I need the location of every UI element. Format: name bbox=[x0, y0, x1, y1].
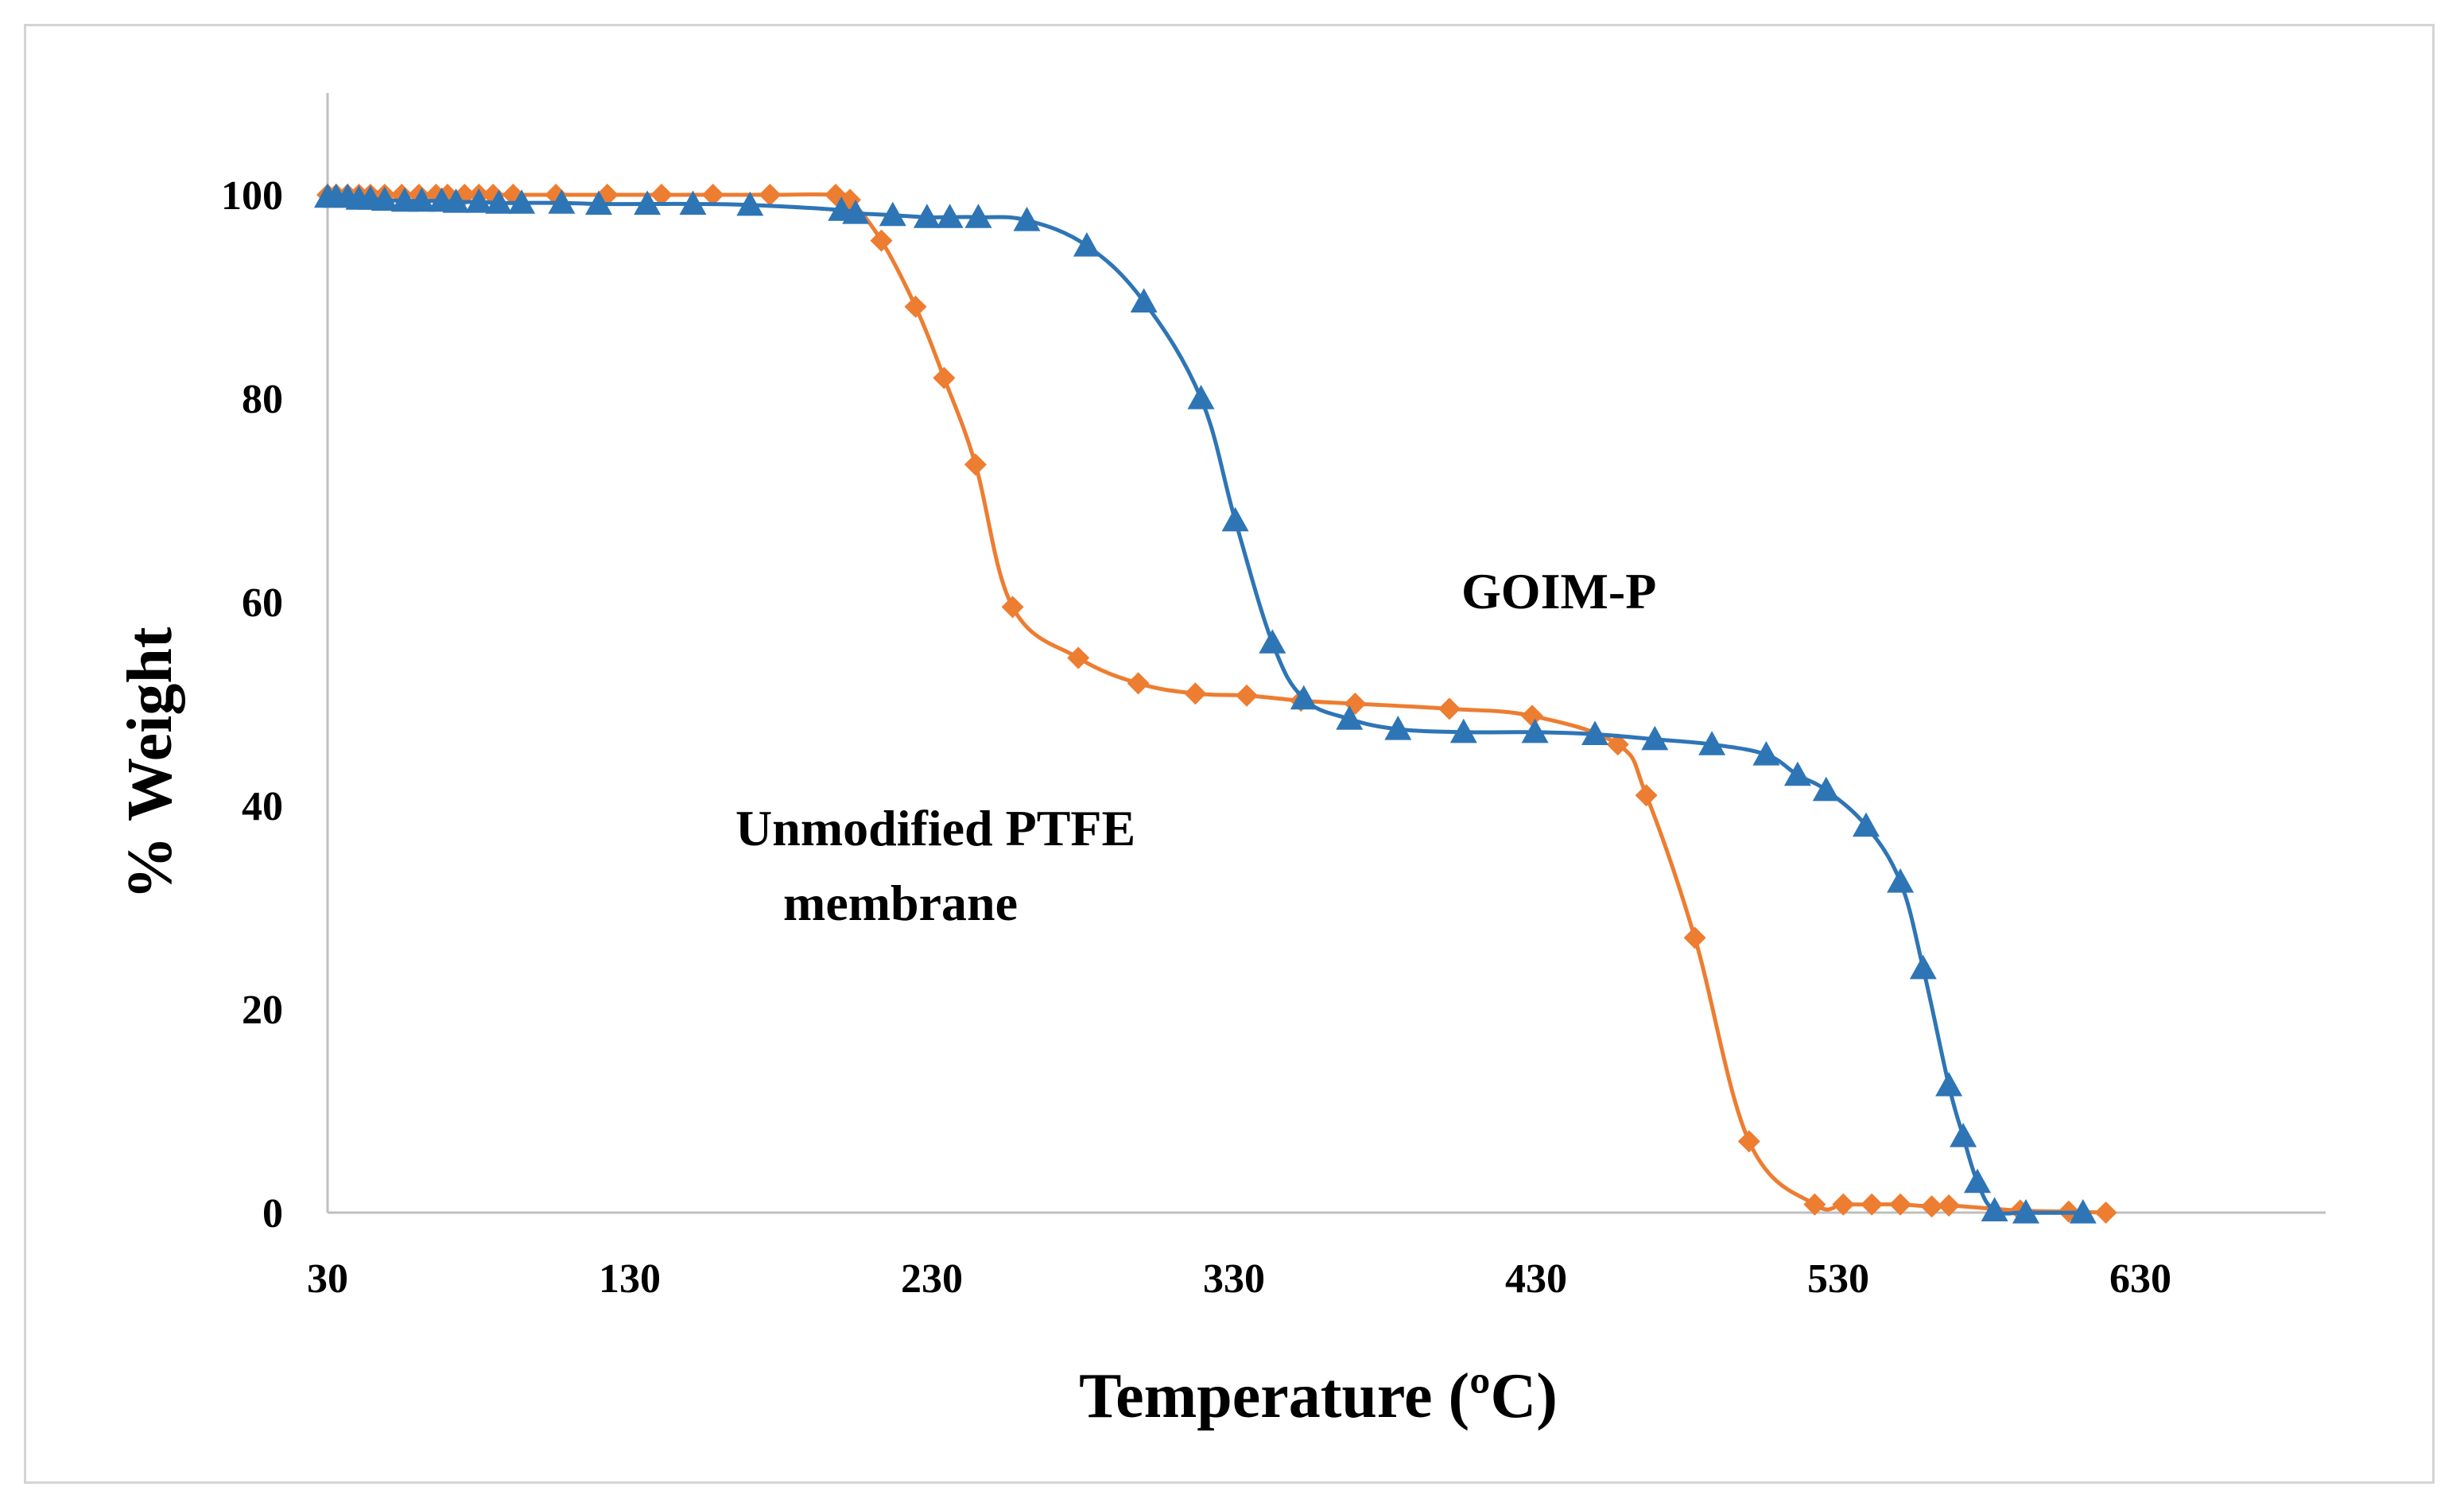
unmodified-ptfe-membrane-data-point bbox=[870, 229, 893, 252]
unmodified-ptfe-membrane-data-point bbox=[1606, 733, 1629, 756]
goim-p-data-point bbox=[879, 201, 906, 227]
unmodified-ptfe-membrane-data-point bbox=[1635, 784, 1658, 807]
unmodified-ptfe-membrane-data-point bbox=[1184, 682, 1207, 705]
goim-p-annotation: GOIM-P bbox=[1461, 563, 1656, 619]
goim-p-data-point bbox=[1950, 1123, 1977, 1147]
x-tick-label: 130 bbox=[599, 1256, 661, 1302]
unmodified-ptfe-membrane-data-point bbox=[1438, 697, 1461, 720]
unmodified-ptfe-membrane-data-point bbox=[933, 367, 956, 390]
x-tick-label: 530 bbox=[1807, 1256, 1869, 1302]
unmodified-ptfe-membrane-data-point bbox=[1920, 1195, 1943, 1218]
goim-p-data-point bbox=[1259, 629, 1286, 654]
goim-p-data-point bbox=[1384, 716, 1412, 740]
goim-p-series-line bbox=[327, 194, 2083, 1216]
goim-p-data-point bbox=[1336, 705, 1364, 730]
goim-p-data-point bbox=[1698, 731, 1726, 755]
goim-p-data-point bbox=[1783, 761, 1811, 786]
unmodified-ptfe-membrane-data-point bbox=[2094, 1201, 2117, 1224]
x-tick-label: 630 bbox=[2109, 1256, 2171, 1302]
unmodified-ptfe-membrane-data-point bbox=[1067, 646, 1090, 670]
goim-p-data-point bbox=[1013, 207, 1041, 231]
goim-p-data-point bbox=[1187, 385, 1215, 410]
unmodified-ptfe-membrane-data-point bbox=[1737, 1130, 1760, 1153]
goim-p-data-point bbox=[936, 204, 964, 228]
unmodified-ptfe-membrane-series-line bbox=[328, 192, 2106, 1215]
goim-p-data-point bbox=[1641, 725, 1669, 751]
y-tick-label: 60 bbox=[242, 580, 283, 626]
y-tick-label: 40 bbox=[242, 784, 283, 829]
goim-p-data-point bbox=[585, 190, 612, 215]
unmodified-ptfe-membrane-data-point bbox=[650, 184, 673, 206]
unmodified-ptfe-membrane-data-point bbox=[1683, 926, 1706, 949]
y-tick-label: 20 bbox=[242, 988, 283, 1033]
goim-p-data-point bbox=[1521, 718, 1549, 743]
x-tick-label: 330 bbox=[1203, 1256, 1265, 1302]
ptfe-annotation-line2: membrane bbox=[783, 875, 1018, 931]
y-tick-label: 80 bbox=[242, 377, 283, 422]
goim-p-data-point bbox=[1853, 812, 1880, 837]
y-tick-label: 0 bbox=[262, 1191, 283, 1236]
x-tick-label: 230 bbox=[901, 1256, 963, 1302]
goim-p-data-point bbox=[408, 187, 436, 212]
goim-p-data-point bbox=[442, 188, 470, 213]
goim-p-data-point bbox=[913, 204, 941, 228]
y-axis-title: % Weight bbox=[115, 627, 185, 899]
unmodified-ptfe-membrane-data-point bbox=[1127, 672, 1150, 695]
goim-p-data-point bbox=[390, 187, 418, 212]
goim-p-data-point bbox=[1221, 507, 1249, 532]
x-tick-label: 430 bbox=[1505, 1256, 1567, 1302]
series-layer bbox=[314, 183, 2117, 1224]
goim-p-data-point bbox=[1909, 954, 1937, 980]
unmodified-ptfe-membrane-data-point bbox=[964, 453, 987, 476]
goim-p-data-point bbox=[1073, 232, 1100, 257]
unmodified-ptfe-membrane-data-point bbox=[1889, 1193, 1912, 1216]
unmodified-ptfe-membrane-data-point bbox=[701, 184, 724, 206]
goim-p-data-point bbox=[1449, 718, 1477, 743]
goim-p-data-point bbox=[1935, 1072, 1963, 1097]
goim-p-data-point bbox=[548, 189, 576, 214]
unmodified-ptfe-membrane-data-point bbox=[1521, 705, 1543, 728]
unmodified-ptfe-membrane-data-point bbox=[1832, 1193, 1855, 1216]
unmodified-ptfe-membrane-data-point bbox=[1938, 1194, 1961, 1217]
x-tick-labels: 30 130 230 330 430 530 630 bbox=[307, 1256, 2171, 1302]
goim-p-data-point bbox=[465, 188, 493, 213]
goim-p-data-point bbox=[1581, 720, 1608, 745]
figure-frame bbox=[24, 24, 2435, 1484]
goim-p-data-point bbox=[1981, 1197, 2008, 1221]
goim-p-data-point bbox=[1290, 685, 1317, 710]
unmodified-ptfe-membrane-data-point bbox=[1236, 684, 1258, 707]
goim-p-data-point bbox=[508, 189, 536, 214]
goim-p-data-point bbox=[679, 190, 707, 215]
goim-p-data-point bbox=[1130, 288, 1158, 312]
goim-p-data-point bbox=[842, 200, 870, 224]
goim-p-data-point bbox=[634, 190, 662, 215]
x-axis-title: Temperature (ºC) bbox=[1079, 1361, 1558, 1431]
unmodified-ptfe-membrane-data-point bbox=[904, 295, 927, 318]
goim-p-data-point bbox=[1752, 741, 1780, 766]
goim-p-data-point bbox=[485, 189, 513, 214]
goim-p-data-point bbox=[1812, 776, 1840, 802]
unmodified-ptfe-membrane-data-point bbox=[1803, 1193, 1826, 1216]
unmodified-ptfe-membrane-data-point bbox=[759, 184, 782, 206]
goim-p-data-point bbox=[1887, 868, 1915, 893]
y-tick-label: 100 bbox=[221, 173, 283, 219]
x-tick-label: 30 bbox=[307, 1256, 348, 1302]
goim-p-data-point bbox=[964, 204, 992, 228]
goim-p-data-point bbox=[2012, 1199, 2039, 1224]
y-tick-labels: 0 20 40 60 80 100 bbox=[221, 173, 283, 1236]
goim-p-data-point bbox=[1964, 1168, 1991, 1194]
ptfe-annotation-line1: Unmodified PTFE bbox=[735, 800, 1135, 856]
goim-p-data-point bbox=[371, 186, 398, 211]
unmodified-ptfe-membrane-data-point bbox=[1001, 596, 1024, 619]
goim-p-data-point bbox=[736, 191, 764, 216]
unmodified-ptfe-membrane-data-point bbox=[1861, 1193, 1884, 1216]
goim-p-data-point bbox=[2069, 1199, 2097, 1224]
